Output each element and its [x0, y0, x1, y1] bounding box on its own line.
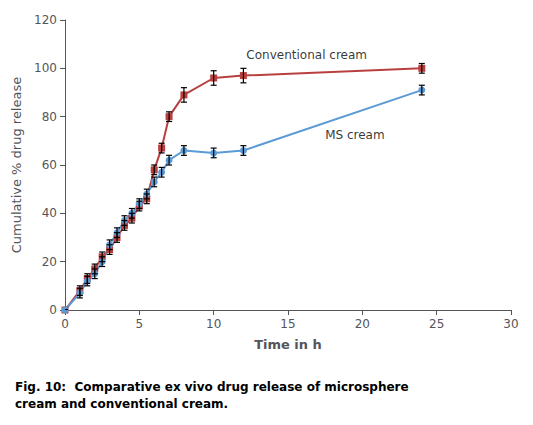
svg-text:30: 30	[503, 317, 518, 331]
svg-text:0: 0	[61, 317, 69, 331]
svg-text:20: 20	[42, 255, 57, 269]
svg-text:60: 60	[42, 158, 57, 172]
svg-text:15: 15	[280, 317, 295, 331]
svg-text:40: 40	[42, 206, 57, 220]
svg-text:10: 10	[206, 317, 221, 331]
svg-text:20: 20	[355, 317, 370, 331]
svg-text:cream and conventional cream.: cream and conventional cream.	[15, 397, 228, 411]
svg-text:Time in h: Time in h	[254, 337, 322, 352]
svg-text:80: 80	[42, 110, 57, 124]
svg-text:0: 0	[49, 303, 57, 317]
svg-text:25: 25	[429, 317, 444, 331]
svg-text:120: 120	[34, 13, 57, 27]
svg-text:100: 100	[34, 61, 57, 75]
svg-text:5: 5	[136, 317, 144, 331]
svg-text:Conventional cream: Conventional cream	[246, 48, 367, 62]
svg-text:MS cream: MS cream	[325, 128, 384, 142]
svg-text:Fig. 10: Comparative ex vivo: Fig. 10: Comparative ex vivo drug releas…	[15, 380, 409, 394]
svg-text:Cumulative % drug release: Cumulative % drug release	[9, 77, 24, 253]
